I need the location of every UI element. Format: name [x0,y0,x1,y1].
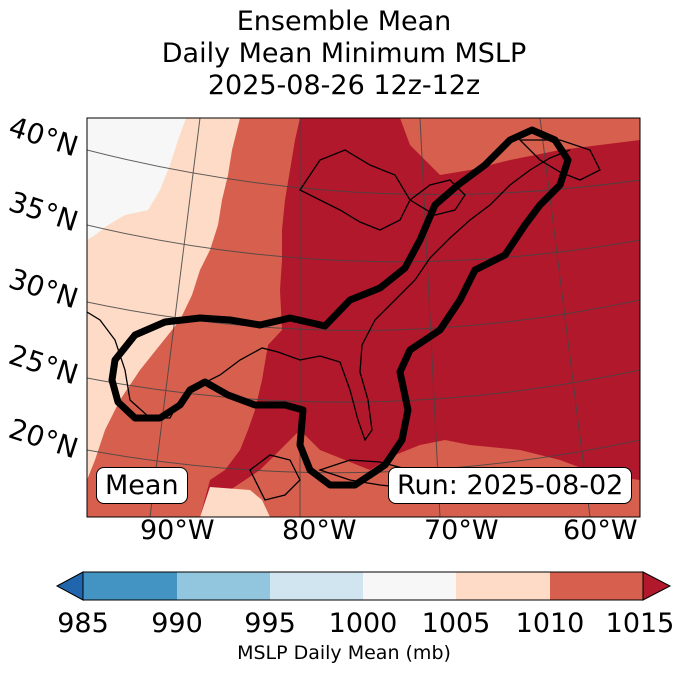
colorbar-frame [82,571,644,601]
colorbar-tick-995: 995 [244,608,296,639]
colorbar-tick-1010: 1010 [515,608,585,639]
colorbar-extend-high [642,571,672,601]
field-lowest-nw [87,118,186,240]
map-frame [86,117,641,518]
colorbar-extend-low [55,571,84,601]
colorbar-segment-990 [177,572,270,600]
colorbar-segment-1010 [550,572,643,600]
colorbar-segment-1000 [363,572,456,600]
colorbar-segment-995 [270,572,363,600]
mean-contour [108,126,572,489]
colorbar-tick-1005: 1005 [421,608,491,639]
colorbar-tick-985: 985 [57,608,109,639]
colorbar-segment-1005 [456,572,550,600]
colorbar-tick-990: 990 [151,608,203,639]
title-line-2: Daily Mean Minimum MSLP [161,38,527,69]
colorbar-tick-1015: 1015 [605,608,675,639]
field-mid-northeast [400,118,640,175]
run-date-box: Run: 2025-08-02 [388,467,633,504]
colorbar-tick-1000: 1000 [328,608,398,639]
field-low-south [200,487,270,517]
title-line-3: 2025-08-26 12z-12z [207,70,481,101]
lon-label-60: 60°W [563,515,638,546]
colorbar-segment-985 [83,572,177,600]
lon-label-90: 90°W [140,515,215,546]
colorbar-label: MSLP Daily Mean (mb) [237,642,451,664]
lon-label-70: 70°W [424,515,499,546]
title-line-1: Ensemble Mean [236,6,452,37]
mean-label-box: Mean [96,467,188,504]
lon-label-80: 80°W [282,515,357,546]
